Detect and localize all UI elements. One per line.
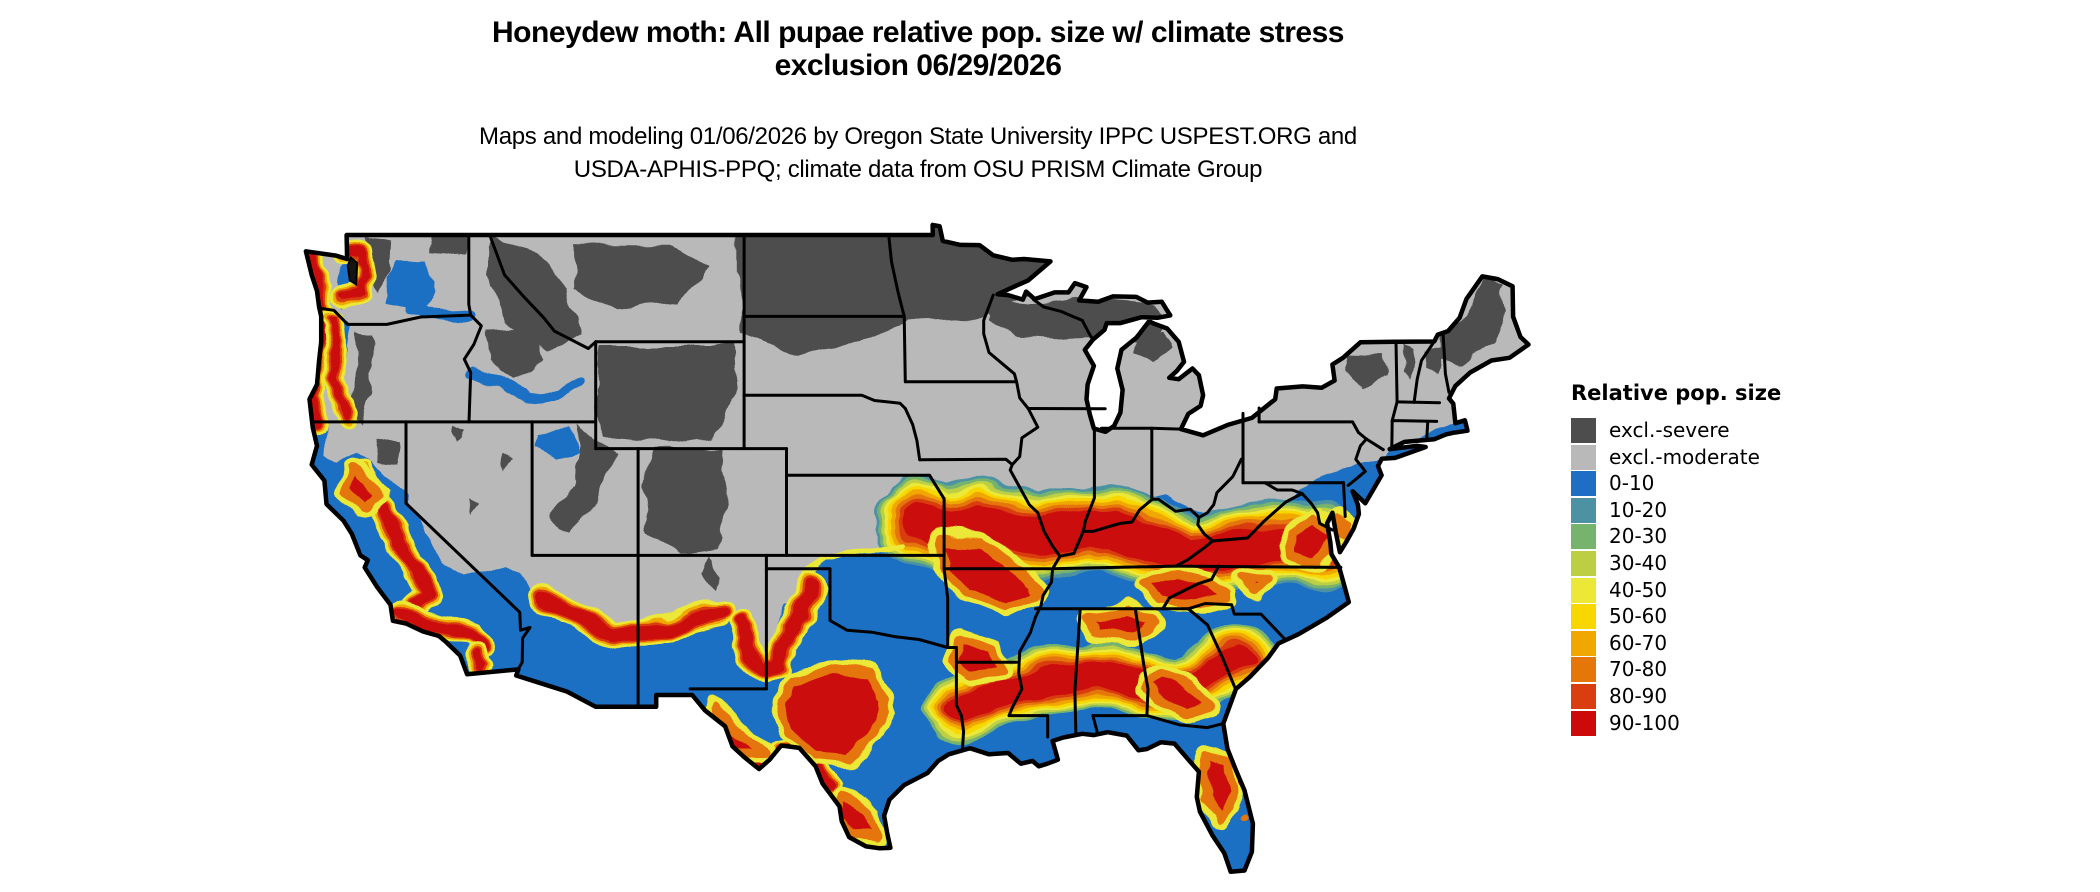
legend-label: 80-90 xyxy=(1609,683,1668,708)
legend-row: 70-80 xyxy=(1571,657,1781,683)
legend-row: 30-40 xyxy=(1571,550,1781,576)
page-subtitle-line1: Maps and modeling 01/06/2026 by Oregon S… xyxy=(479,123,1357,150)
legend-swatch-icon xyxy=(1571,657,1596,683)
legend-label: 60-70 xyxy=(1609,630,1668,655)
legend-row: 90-100 xyxy=(1571,710,1781,736)
legend-label: 10-20 xyxy=(1609,497,1668,522)
legend-row: 40-50 xyxy=(1571,577,1781,603)
legend: Relative pop. size excl.-severe excl.-mod… xyxy=(1571,381,1781,737)
legend-label: 90-100 xyxy=(1609,710,1680,735)
legend-swatch-icon xyxy=(1571,418,1596,443)
legend-swatch-icon xyxy=(1571,471,1596,497)
legend-row: 50-60 xyxy=(1571,604,1781,630)
legend-label: excl.-severe xyxy=(1609,418,1730,442)
puget-sound xyxy=(346,256,359,287)
page-title: Honeydew moth: All pupae relative pop. s… xyxy=(492,16,1344,82)
legend-swatch-icon xyxy=(1571,710,1596,736)
legend-row: 20-30 xyxy=(1571,524,1781,550)
legend-label: 70-80 xyxy=(1609,657,1668,682)
legend-swatch-icon xyxy=(1571,550,1596,576)
legend-swatch-icon xyxy=(1571,604,1596,630)
legend-swatch-icon xyxy=(1571,524,1596,550)
legend-rows: excl.-severe excl.-moderate 0-10 10-20 20-30… xyxy=(1571,418,1781,736)
legend-swatch-icon xyxy=(1571,577,1596,603)
legend-row: excl.-moderate xyxy=(1571,444,1781,470)
legend-row: 10-20 xyxy=(1571,497,1781,523)
page-title-line2: exclusion 06/29/2026 xyxy=(774,49,1062,82)
legend-swatch-icon xyxy=(1571,444,1596,470)
state-borders xyxy=(312,233,1451,750)
legend-row: 0-10 xyxy=(1571,471,1781,497)
legend-label: 20-30 xyxy=(1609,524,1668,549)
legend-label: 40-50 xyxy=(1609,577,1668,602)
us-outline xyxy=(303,222,1531,875)
legend-swatch-icon xyxy=(1571,630,1596,656)
legend-label: excl.-moderate xyxy=(1609,444,1760,469)
page-subtitle: Maps and modeling 01/06/2026 by Oregon S… xyxy=(479,120,1357,186)
legend-row: excl.-severe xyxy=(1571,418,1781,443)
legend-label: 0-10 xyxy=(1609,471,1655,496)
legend-row: 80-90 xyxy=(1571,683,1781,709)
legend-label: 50-60 xyxy=(1609,604,1668,629)
legend-row: 60-70 xyxy=(1571,630,1781,656)
page-subtitle-line2: USDA-APHIS-PPQ; climate data from OSU PR… xyxy=(573,156,1263,183)
page-title-line1: Honeydew moth: All pupae relative pop. s… xyxy=(492,16,1344,49)
legend-title: Relative pop. size xyxy=(1571,381,1782,405)
legend-swatch-icon xyxy=(1571,683,1596,709)
legend-swatch-icon xyxy=(1571,497,1596,523)
legend-label: 30-40 xyxy=(1609,550,1668,575)
